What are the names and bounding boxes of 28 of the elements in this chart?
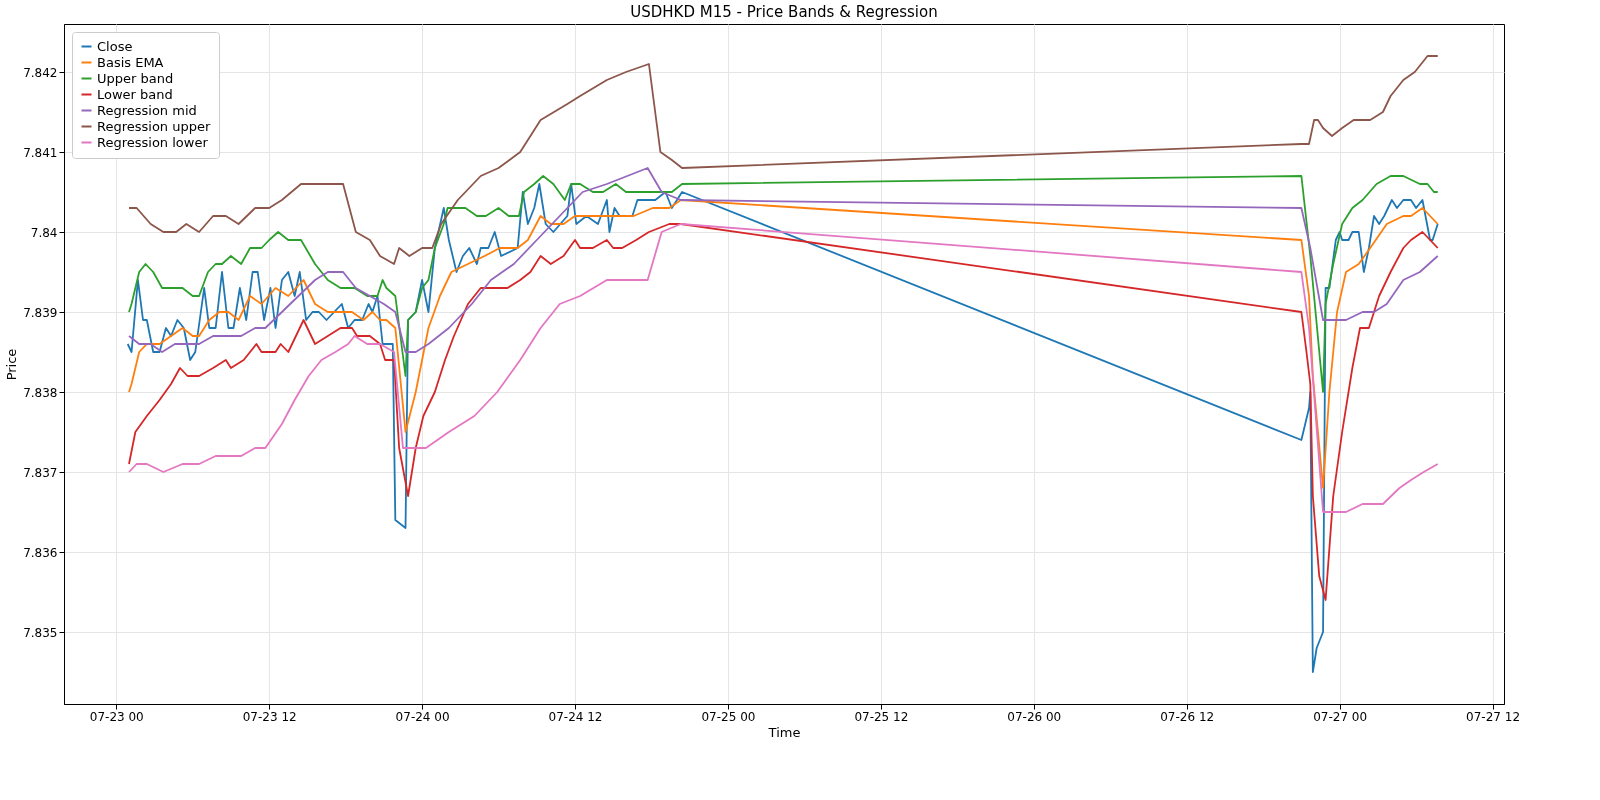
legend-label: Regression mid: [97, 102, 197, 118]
x-tick-label: 07-25 12: [854, 709, 909, 724]
x-axis-title: Time: [767, 724, 801, 740]
legend-label: Upper band: [97, 70, 174, 86]
legend-label: Lower band: [97, 86, 173, 102]
x-tick-label: 07-23 00: [89, 709, 144, 724]
chart-title: USDHKD M15 - Price Bands & Regression: [630, 3, 938, 21]
y-tick-label: 7.842: [23, 65, 58, 80]
y-axis-title: Price: [4, 348, 20, 381]
x-tick-label: 07-23 12: [242, 709, 297, 724]
legend-label: Regression lower: [97, 134, 209, 150]
x-tick-label: 07-24 12: [548, 709, 603, 724]
y-tick-label: 7.841: [23, 145, 58, 160]
x-tick-label: 07-24 00: [395, 709, 450, 724]
y-tick-label: 7.836: [23, 545, 58, 560]
x-tick-label: 07-26 12: [1160, 709, 1215, 724]
x-tick-label: 07-25 00: [701, 709, 756, 724]
x-tick-label: 07-26 00: [1007, 709, 1062, 724]
x-tick-label: 07-27 00: [1313, 709, 1368, 724]
legend-label: Regression upper: [97, 118, 211, 134]
y-tick-label: 7.84: [30, 225, 58, 240]
legend-label: Basis EMA: [97, 54, 164, 70]
x-tick-label: 07-27 12: [1466, 709, 1521, 724]
y-tick-label: 7.835: [23, 625, 58, 640]
y-tick-label: 7.837: [23, 465, 58, 480]
y-tick-label: 7.838: [23, 385, 58, 400]
y-tick-label: 7.839: [23, 305, 58, 320]
legend-label: Close: [97, 38, 133, 54]
